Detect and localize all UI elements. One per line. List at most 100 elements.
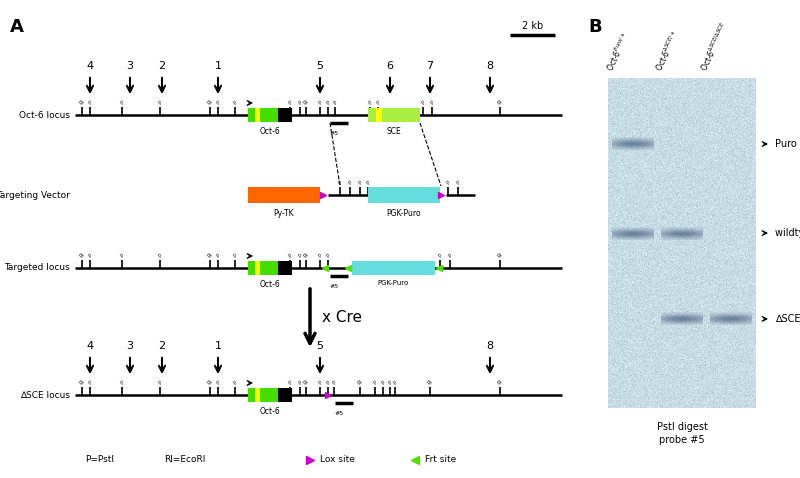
Text: x Cre: x Cre	[322, 311, 362, 326]
Bar	[278, 388, 292, 402]
Text: Oct-6 locus: Oct-6 locus	[19, 110, 70, 120]
Text: P: P	[232, 100, 238, 106]
Text: P: P	[158, 100, 162, 106]
Text: Oct-6: Oct-6	[260, 127, 280, 136]
Text: Targeted locus: Targeted locus	[4, 263, 70, 272]
Text: P: P	[326, 100, 330, 106]
Text: Puro allele: Puro allele	[775, 139, 800, 149]
Text: RI: RI	[206, 252, 214, 259]
Bar	[248, 261, 278, 275]
Bar	[278, 108, 292, 122]
Text: P: P	[158, 253, 162, 259]
Text: 4: 4	[86, 341, 94, 351]
Text: Oct-6$^{∆SCE/∆SCE}$: Oct-6$^{∆SCE/∆SCE}$	[698, 20, 731, 73]
Text: RI: RI	[302, 252, 310, 259]
Text: P: P	[287, 380, 293, 386]
Text: P: P	[119, 100, 125, 106]
Text: #5: #5	[330, 284, 339, 289]
Text: 1: 1	[214, 61, 222, 71]
Text: 2: 2	[158, 61, 166, 71]
Bar	[352, 261, 435, 275]
Text: RI: RI	[497, 252, 503, 259]
Text: P: P	[318, 380, 322, 386]
Bar	[248, 187, 320, 203]
Text: Oct-6: Oct-6	[260, 407, 280, 416]
Bar	[248, 388, 278, 402]
Text: P: P	[318, 253, 322, 259]
Bar	[278, 261, 292, 275]
Text: B: B	[588, 18, 602, 36]
Text: 2 kb: 2 kb	[522, 21, 543, 31]
Text: 6: 6	[386, 61, 394, 71]
Text: P: P	[298, 380, 302, 386]
Text: P: P	[387, 380, 393, 386]
Text: P: P	[326, 380, 330, 386]
Text: A: A	[10, 18, 24, 36]
Text: 1: 1	[214, 341, 222, 351]
Text: RI: RI	[426, 379, 434, 386]
Text: P: P	[358, 180, 362, 186]
Text: P: P	[438, 253, 442, 259]
Text: Targeting Vector: Targeting Vector	[0, 191, 70, 199]
Text: P: P	[232, 380, 238, 386]
Text: P: P	[232, 253, 238, 259]
Text: P: P	[158, 380, 162, 386]
Text: RI: RI	[302, 379, 310, 386]
Bar	[368, 187, 440, 203]
Text: probe #5: probe #5	[659, 435, 705, 445]
Text: P: P	[215, 380, 221, 386]
Text: RI: RI	[302, 99, 310, 106]
Text: #5: #5	[330, 131, 339, 136]
Text: RI: RI	[357, 379, 363, 386]
Text: P: P	[287, 253, 293, 259]
Text: Lox site: Lox site	[320, 456, 355, 465]
Text: P: P	[215, 100, 221, 106]
Bar	[255, 388, 260, 402]
Bar	[248, 108, 278, 122]
Text: Oct-6: Oct-6	[260, 280, 280, 289]
Text: P: P	[332, 100, 338, 106]
Text: P: P	[87, 380, 93, 386]
Bar	[376, 108, 382, 122]
Text: 4: 4	[86, 61, 94, 71]
Text: 5: 5	[317, 341, 323, 351]
Text: P: P	[287, 100, 293, 106]
Text: ∆SCE allele: ∆SCE allele	[775, 314, 800, 324]
Bar	[255, 261, 260, 275]
Text: P: P	[318, 100, 322, 106]
Text: 7: 7	[426, 61, 434, 71]
Text: 8: 8	[486, 61, 494, 71]
Text: RI: RI	[497, 379, 503, 386]
Text: P: P	[326, 253, 330, 259]
Text: Oct-6$^{∆SCE/+}$: Oct-6$^{∆SCE/+}$	[652, 28, 682, 73]
Text: 3: 3	[126, 61, 134, 71]
Text: PGK-Puro: PGK-Puro	[386, 209, 422, 218]
Text: P: P	[455, 180, 461, 186]
Text: P: P	[392, 380, 398, 386]
Text: P=PstI: P=PstI	[86, 456, 114, 465]
Text: #5: #5	[335, 411, 344, 416]
Text: P: P	[298, 100, 302, 106]
Text: ∆SCE locus: ∆SCE locus	[20, 391, 70, 400]
Text: P: P	[87, 100, 93, 106]
Text: P: P	[372, 380, 378, 386]
Text: P: P	[298, 253, 302, 259]
Text: PGK-Puro: PGK-Puro	[378, 280, 409, 286]
Text: 8: 8	[486, 341, 494, 351]
Text: P: P	[375, 100, 381, 106]
Text: P: P	[347, 180, 353, 186]
Text: P: P	[367, 100, 373, 106]
Bar	[368, 108, 420, 122]
Text: P: P	[338, 180, 342, 186]
Text: Frt site: Frt site	[425, 456, 456, 465]
Bar	[255, 108, 260, 122]
Text: RI: RI	[206, 379, 214, 386]
Text: P: P	[331, 380, 337, 386]
Text: P: P	[447, 253, 453, 259]
Text: Py-TK: Py-TK	[274, 209, 294, 218]
Text: P: P	[87, 253, 93, 259]
Text: PstI digest: PstI digest	[657, 422, 707, 432]
Text: P: P	[215, 253, 221, 259]
Text: 3: 3	[126, 341, 134, 351]
Text: P: P	[119, 253, 125, 259]
